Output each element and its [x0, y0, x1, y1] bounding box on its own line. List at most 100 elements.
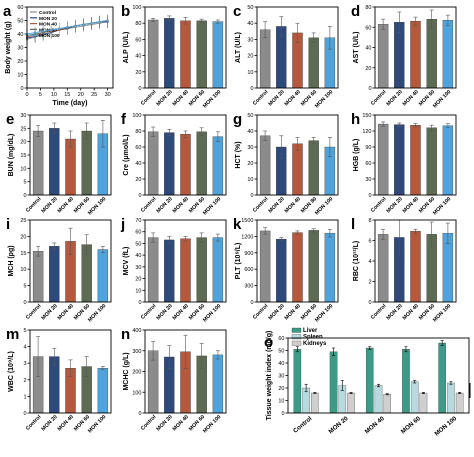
y-tick-label: 600 [244, 267, 253, 273]
legend-swatch [291, 327, 302, 333]
y-axis-label: MCHC (g/L) [123, 352, 130, 390]
y-tick-label: 30 [17, 46, 23, 52]
y-tick-label: 0 [281, 411, 284, 417]
data-point [58, 27, 61, 30]
y-tick-label: 25 [20, 218, 26, 224]
bar [292, 143, 303, 196]
y-tick-label: 10 [247, 177, 253, 183]
bar [347, 392, 355, 414]
panel-letter: i [6, 216, 10, 233]
x-tick-label: MON 100 [87, 303, 107, 323]
bar [447, 382, 455, 414]
x-tick-label: MON 100 [432, 89, 452, 109]
plot-frame [256, 114, 339, 196]
y-tick-label: 0 [23, 411, 26, 417]
data-point [90, 22, 93, 25]
data-point [33, 31, 37, 34]
x-tick-label: MON 40 [284, 303, 302, 321]
y-tick-label: 20 [135, 177, 141, 183]
x-tick-label: 15 [64, 92, 70, 98]
x-tick-label: MON 20 [156, 303, 174, 321]
plot-frame [29, 219, 112, 303]
panel-letter: b [121, 3, 130, 20]
y-tick-label: 5 [23, 180, 26, 186]
y-tick-label: 50 [247, 5, 253, 11]
panel-letter: n [121, 326, 130, 343]
bar [383, 394, 392, 414]
x-axis-label: Time (day) [53, 100, 88, 107]
x-tick-label: 30 [105, 92, 111, 98]
x-tick-label: MON 20 [386, 196, 404, 214]
bar [365, 347, 374, 414]
y-tick-label: 8 [368, 218, 371, 224]
y-tick-label: 20 [365, 66, 371, 72]
data-point [66, 26, 69, 29]
data-point [74, 24, 77, 27]
panel-letter: a [3, 3, 12, 20]
x-tick-label: MON 100 [314, 196, 334, 216]
panel-letter: c [233, 3, 241, 20]
x-tick-label: MON 100 [314, 303, 334, 323]
y-tick-label: 90 [365, 145, 371, 151]
bar [164, 132, 175, 196]
bar [410, 124, 421, 196]
bar [164, 18, 175, 89]
bar [311, 392, 319, 414]
y-axis-label: WBC (10⁹/L) [8, 351, 15, 392]
y-tick-label: 10 [17, 73, 23, 79]
x-tick-label: MON 100 [432, 196, 452, 216]
y-tick-label: 30 [278, 374, 284, 380]
x-tick-label: MON 20 [41, 414, 59, 432]
y-tick-label: 20 [135, 70, 141, 76]
bar [308, 37, 319, 89]
legend-label: MON 20 [39, 16, 57, 22]
x-tick-label: MON 40 [172, 414, 190, 432]
y-tick-label: 80 [135, 129, 141, 135]
bar [196, 237, 207, 303]
y-tick-label: 80 [135, 21, 141, 27]
legend-swatch [291, 334, 302, 340]
y-axis-label: AST (U/L) [353, 32, 360, 64]
bar [196, 20, 207, 89]
y-tick-label: 0 [23, 300, 26, 306]
y-tick-label: 30 [20, 113, 26, 119]
y-tick-label: 20 [247, 54, 253, 60]
x-tick-label: MON 40 [172, 196, 190, 214]
bar [308, 140, 319, 196]
bar [329, 351, 338, 414]
y-tick-label: 0 [368, 300, 371, 306]
x-tick-label: MON 20 [327, 415, 350, 436]
legend-label: Liver [303, 328, 318, 334]
bar [97, 249, 109, 303]
bar [438, 342, 446, 414]
legend-label: Spleen [303, 335, 323, 341]
y-tick-label: 10 [20, 166, 26, 172]
y-tick-label: 50 [135, 241, 141, 247]
bar [180, 238, 191, 303]
y-tick-label: 0 [138, 411, 141, 417]
y-tick-label: 10 [247, 70, 253, 76]
y-tick-label: 40 [135, 54, 141, 60]
y-tick-label: 6 [368, 239, 371, 245]
x-tick-label: MON 100 [202, 414, 222, 434]
x-tick-label: 25 [91, 92, 97, 98]
bar [212, 136, 224, 196]
plot-frame [374, 6, 457, 89]
bar [147, 19, 159, 89]
bar [426, 127, 437, 196]
y-tick-label: 70 [135, 218, 141, 224]
x-tick-label: MON 40 [172, 89, 190, 107]
plot-frame [29, 114, 112, 196]
x-tick-label: MON 40 [402, 89, 420, 107]
y-tick-label: 3 [23, 361, 26, 367]
plot-frame [29, 329, 112, 414]
y-tick-label: 60 [278, 336, 284, 342]
y-tick-label: 60 [135, 37, 141, 43]
y-tick-label: 15 [20, 251, 26, 257]
plot-frame [256, 6, 339, 89]
